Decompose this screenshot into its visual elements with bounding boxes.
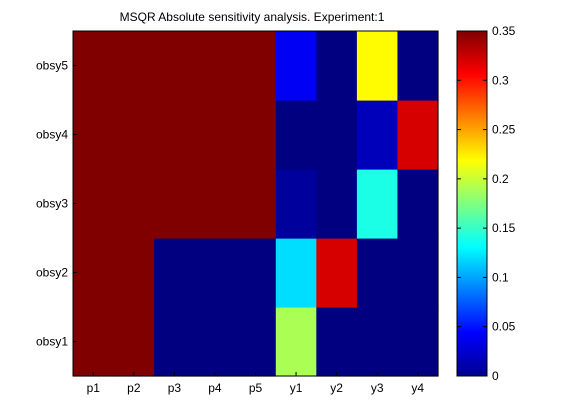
heatmap-cell <box>73 31 115 101</box>
heatmap-cell <box>235 169 277 239</box>
x-tick-label: y2 <box>330 381 343 395</box>
y-tick-label: obsy4 <box>36 128 68 142</box>
heatmap-cell <box>113 238 155 308</box>
heatmap-cell <box>356 238 399 308</box>
heatmap-cell <box>275 31 317 101</box>
heatmap-cell <box>113 31 155 101</box>
heatmap-cell <box>235 100 277 170</box>
heatmap-cell <box>397 100 439 170</box>
heatmap-cell <box>397 307 439 377</box>
heatmap-cell <box>356 169 399 239</box>
heatmap-cell <box>154 100 196 170</box>
x-tick-label: p2 <box>127 381 141 395</box>
heatmap-cell <box>73 169 115 239</box>
colorbar-tick-label: 0.25 <box>492 123 516 137</box>
x-axis-ticks: p1 p2 p3 p4 p5 y1 y2 y3 y4 <box>87 372 424 395</box>
heatmap-cell <box>194 169 236 239</box>
colorbar-tick-label: 0 <box>492 369 499 383</box>
heatmap-cell <box>194 100 236 170</box>
heatmap-cell <box>397 169 439 239</box>
x-tick-label: p3 <box>168 381 182 395</box>
heatmap-cell <box>275 100 317 170</box>
heatmap-cell <box>235 31 277 101</box>
heatmap-cell <box>154 307 196 377</box>
heatmap-cell <box>194 238 236 308</box>
heatmap-cell <box>316 31 358 101</box>
heatmap-cell <box>397 238 439 308</box>
colorbar-tick-label: 0.1 <box>492 270 509 284</box>
chart-title: MSQR Absolute sensitivity analysis. Expe… <box>120 10 385 24</box>
colorbar-ticks: 0 0.05 0.1 0.15 0.2 0.25 0.3 0.35 <box>457 24 516 383</box>
heatmap-cell <box>154 238 196 308</box>
heatmap-cell <box>113 100 155 170</box>
heatmap-cell <box>113 307 155 377</box>
heatmap-cell <box>194 307 236 377</box>
heatmap-cell <box>73 100 115 170</box>
heatmap-cell <box>316 100 358 170</box>
plot-frame <box>72 30 439 377</box>
heatmap-cell <box>316 307 358 377</box>
heatmap-cell <box>154 169 196 239</box>
x-tick-label: p4 <box>208 381 222 395</box>
colorbar-tick-label: 0.3 <box>492 73 509 87</box>
heatmap-cell <box>316 238 358 308</box>
heatmap-cell <box>356 31 399 101</box>
heatmap-cell <box>356 100 399 170</box>
y-tick-label: obsy3 <box>36 197 68 211</box>
y-tick-label: obsy2 <box>36 266 68 280</box>
heatmap-cell <box>275 238 317 308</box>
heatmap-cell <box>235 307 277 377</box>
x-tick-label: y4 <box>411 381 424 395</box>
heatmap-cell <box>73 238 115 308</box>
colorbar-tick-label: 0.05 <box>492 320 516 334</box>
y-axis-ticks: obsy1 obsy2 obsy3 obsy4 obsy5 <box>36 59 77 349</box>
heatmap-cell <box>194 31 236 101</box>
colorbar <box>456 30 488 377</box>
x-tick-label: p1 <box>87 381 101 395</box>
x-tick-label: p5 <box>249 381 263 395</box>
heatmap-cells <box>73 31 439 377</box>
heatmap-cell <box>275 169 317 239</box>
y-tick-label: obsy5 <box>36 59 68 73</box>
heatmap-cell <box>356 307 399 377</box>
heatmap-cell <box>397 31 439 101</box>
heatmap-cell <box>113 169 155 239</box>
colorbar-gradient <box>456 30 488 377</box>
x-tick-label: y3 <box>371 381 384 395</box>
colorbar-tick-label: 0.2 <box>492 172 509 186</box>
heatmap-cell <box>275 307 317 377</box>
y-tick-label: obsy1 <box>36 335 68 349</box>
heatmap-cell <box>154 31 196 101</box>
colorbar-tick-label: 0.35 <box>492 24 516 38</box>
x-tick-label: y1 <box>290 381 303 395</box>
heatmap-cell <box>235 238 277 308</box>
heatmap-cell <box>316 169 358 239</box>
colorbar-tick-label: 0.15 <box>492 221 516 235</box>
heatmap-cell <box>73 307 115 377</box>
